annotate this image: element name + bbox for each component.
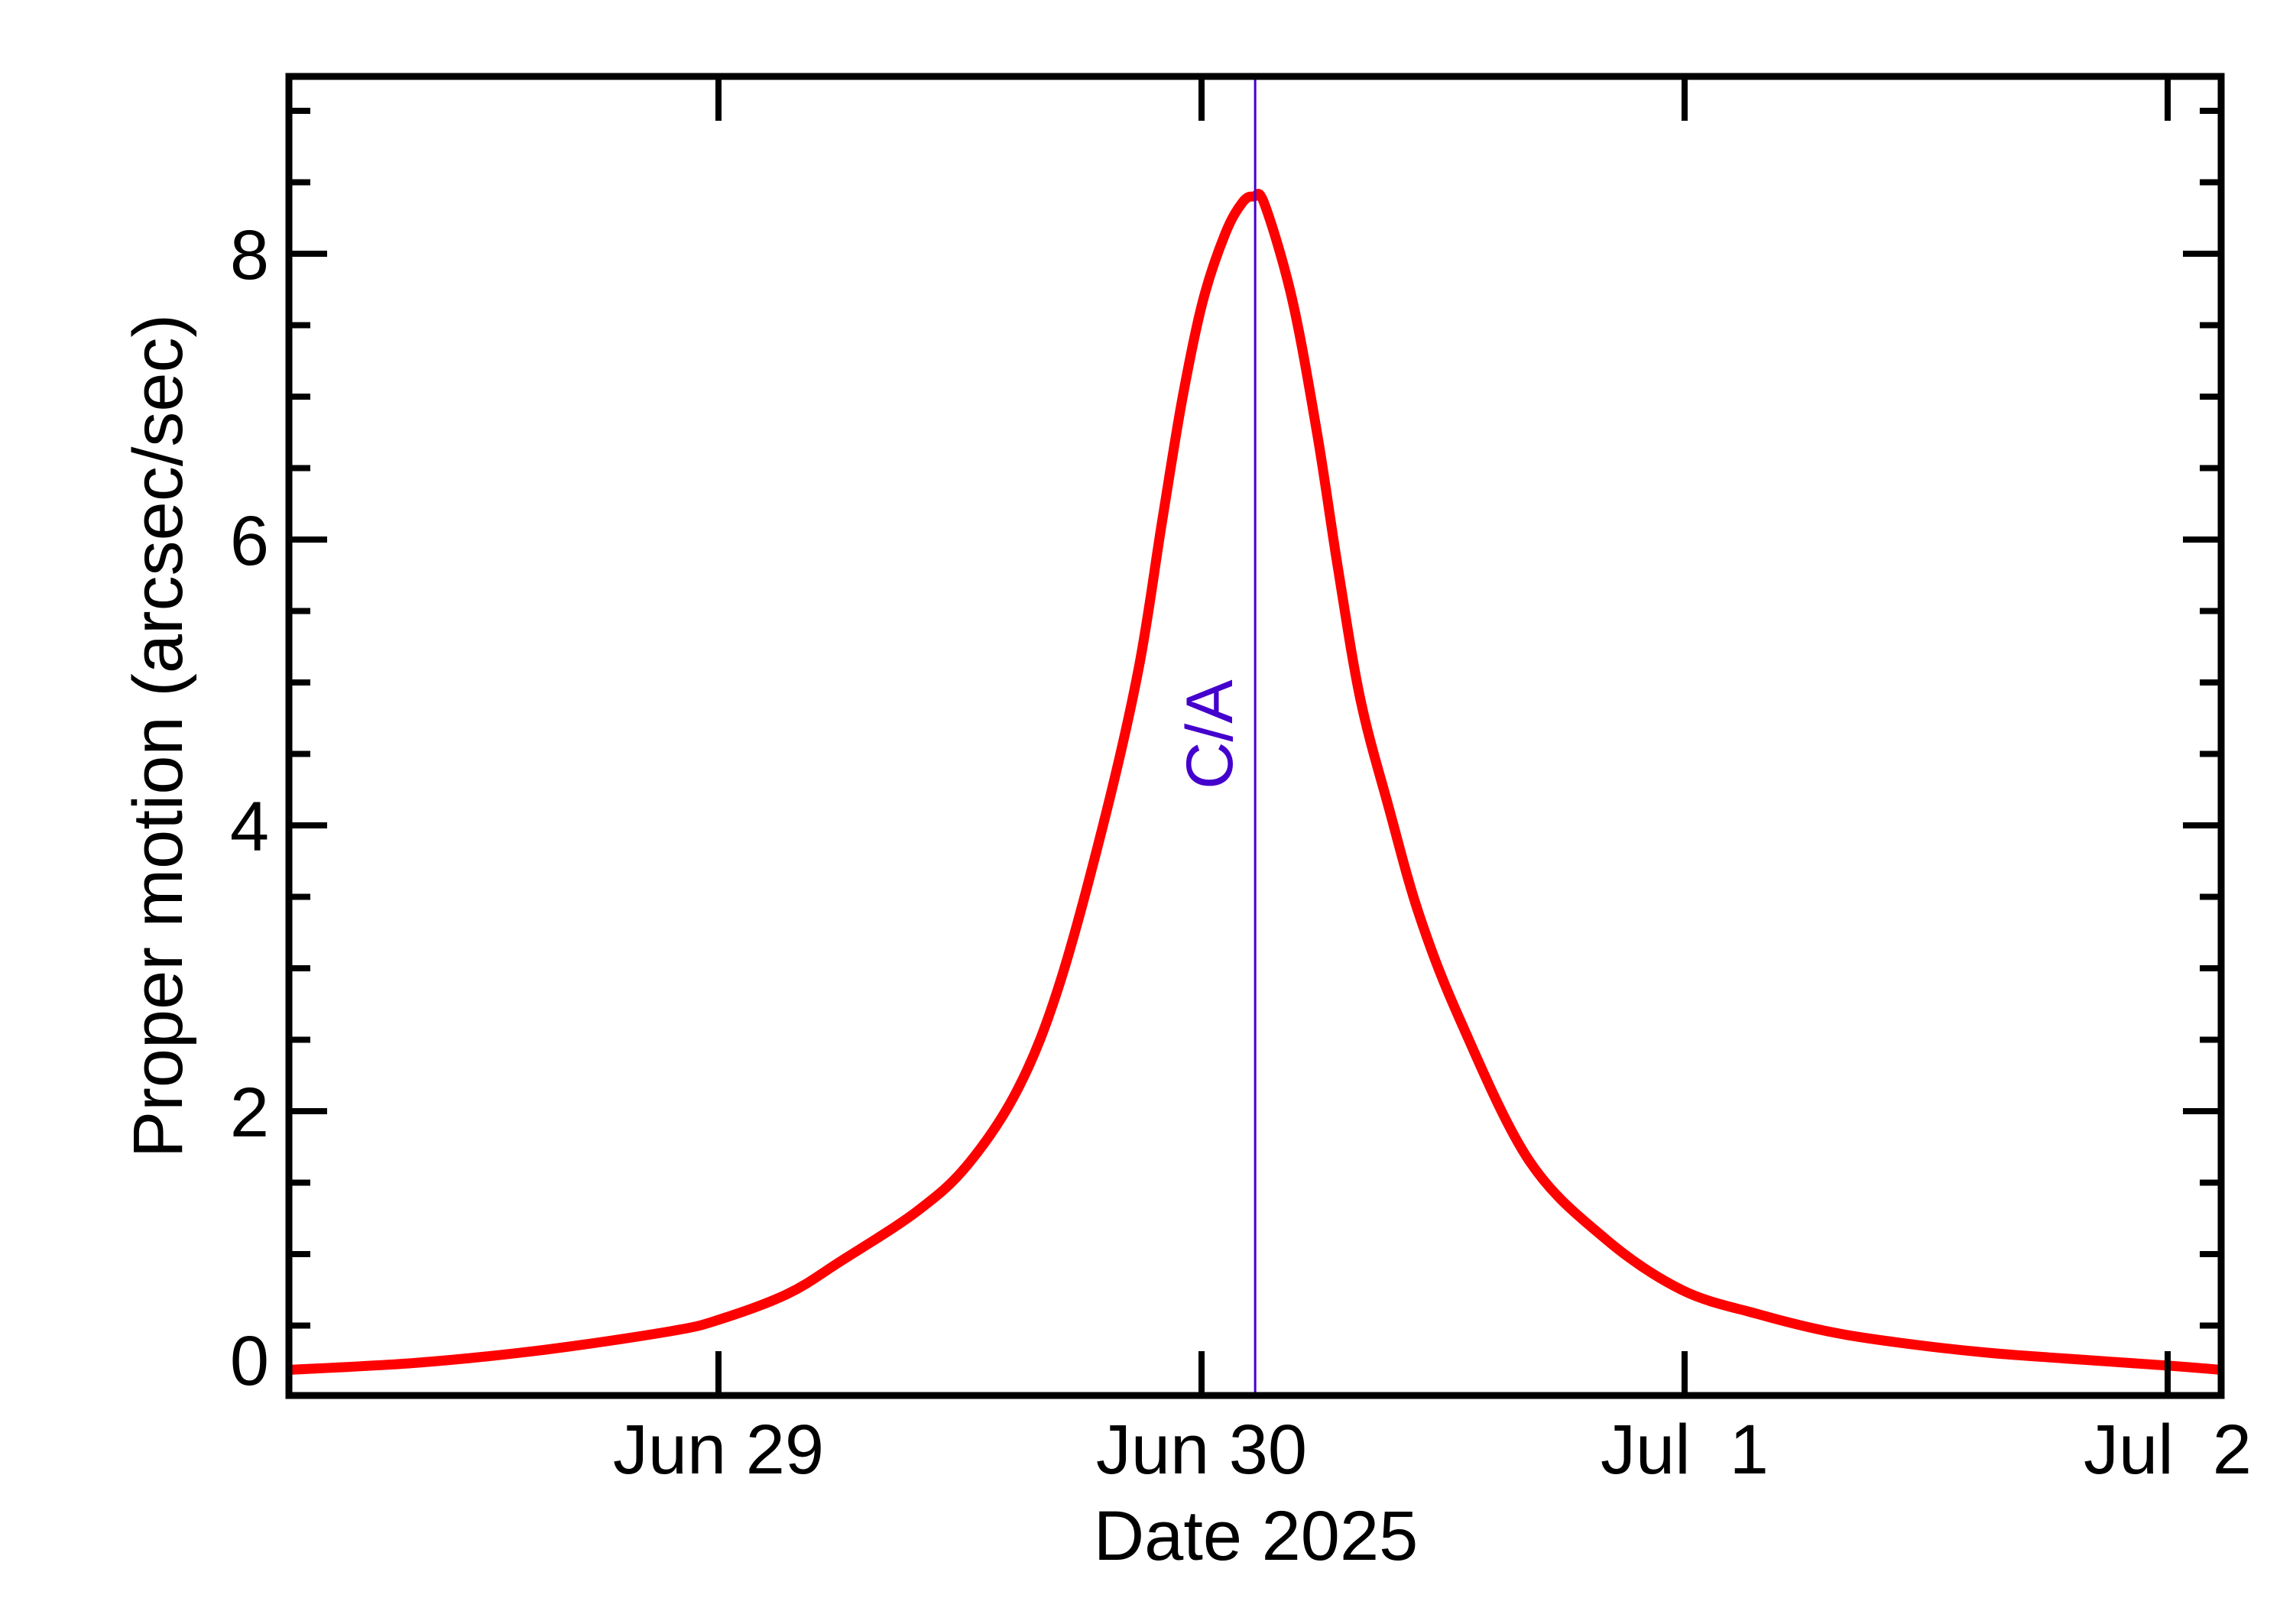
x-axis-title: Date 2025 [1094, 1497, 1419, 1575]
y-tick-label: 8 [230, 216, 269, 294]
x-tick-label: Jul 2 [2084, 1411, 2252, 1489]
y-axis-title: Proper motion (arcsec/sec) [119, 314, 197, 1158]
x-tick-label: Jul 1 [1601, 1411, 1769, 1489]
y-tick-label: 4 [230, 788, 269, 866]
closest-approach-label: C/A [1173, 679, 1247, 789]
proper-motion-curve [288, 189, 2222, 1375]
axis-ticks [289, 76, 2221, 1395]
plot-frame [285, 73, 2225, 1399]
y-tick-label: 6 [230, 502, 269, 580]
x-tick-label: Jun 29 [613, 1411, 824, 1489]
y-tick-label: 2 [230, 1074, 269, 1152]
y-tick-label: 0 [230, 1322, 269, 1400]
x-tick-label: Jun 30 [1096, 1411, 1307, 1489]
plot-area: C/A [288, 76, 2222, 1395]
axis-tick-labels: Jun 29 Jun 30 Jul 1 Jul 2 0 2 4 6 8 [230, 216, 2252, 1489]
